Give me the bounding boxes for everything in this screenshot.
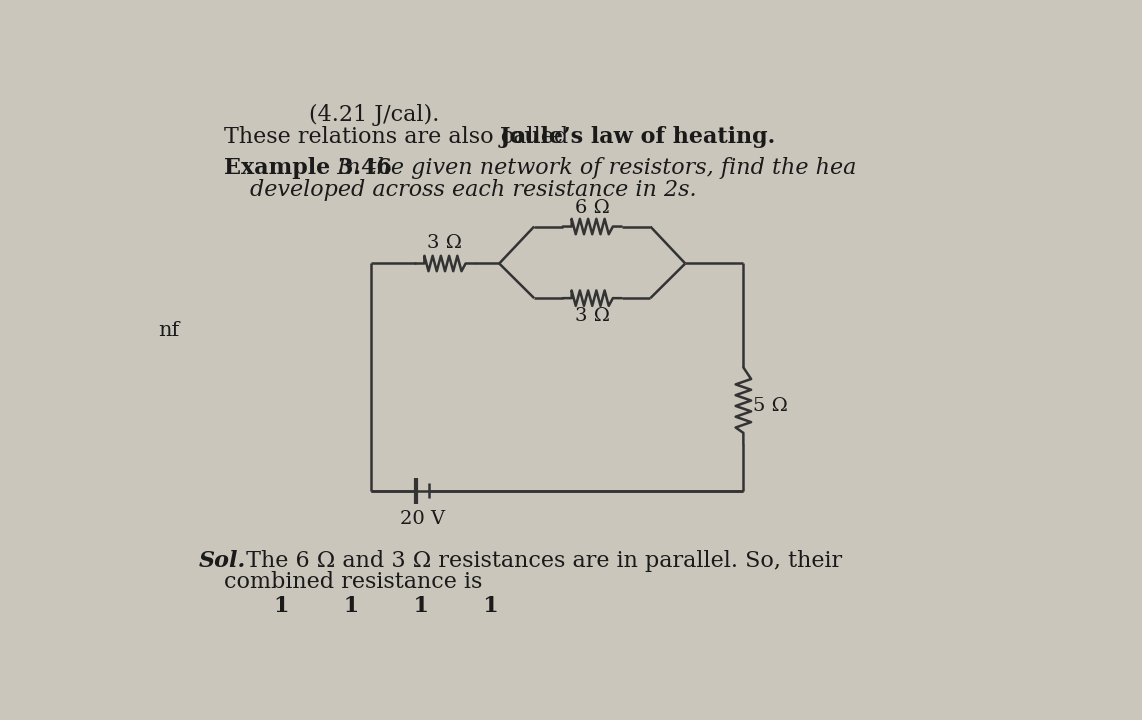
Text: Joule’s law of heating.: Joule’s law of heating. bbox=[499, 127, 775, 148]
Text: developed across each resistance in 2s.: developed across each resistance in 2s. bbox=[250, 179, 697, 201]
Text: combined resistance is: combined resistance is bbox=[224, 572, 483, 593]
Text: Sol.: Sol. bbox=[199, 550, 246, 572]
Text: 3 Ω: 3 Ω bbox=[427, 234, 463, 252]
Text: 6 Ω: 6 Ω bbox=[574, 199, 610, 217]
Text: The 6 Ω and 3 Ω resistances are in parallel. So, their: The 6 Ω and 3 Ω resistances are in paral… bbox=[239, 550, 842, 572]
Text: 1       1       1       1: 1 1 1 1 bbox=[274, 595, 499, 616]
Text: 3 Ω: 3 Ω bbox=[574, 307, 610, 325]
Text: These relations are also called: These relations are also called bbox=[224, 127, 576, 148]
Text: Example 3.46: Example 3.46 bbox=[224, 157, 392, 179]
Text: 20 V: 20 V bbox=[400, 510, 445, 528]
Text: nf: nf bbox=[159, 321, 179, 341]
Text: In the given network of resistors, find the hea: In the given network of resistors, find … bbox=[323, 157, 856, 179]
Text: (4.21 J/cal).: (4.21 J/cal). bbox=[309, 104, 440, 126]
Text: 5 Ω: 5 Ω bbox=[753, 397, 788, 415]
